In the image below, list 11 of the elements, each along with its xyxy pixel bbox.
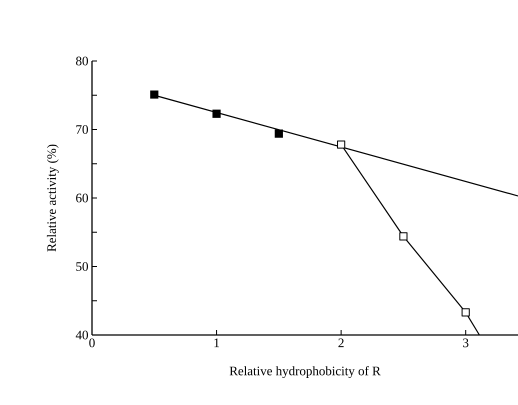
y-tick-label: 70 — [76, 125, 88, 134]
x-tick-label: 0 — [89, 338, 95, 348]
y-axis-title: Relative activity (%) — [46, 144, 59, 252]
x-tick-label: 2 — [338, 338, 344, 348]
x-tick-label: 1 — [214, 338, 220, 348]
y-tick-label: 50 — [76, 262, 88, 271]
x-tick-label: 3 — [463, 338, 468, 348]
x-axis-title: Relative hydrophobicity of R — [230, 366, 381, 378]
y-tick-label: 60 — [76, 194, 88, 202]
y-tick-label: 40 — [76, 330, 88, 340]
y-tick-label: 80 — [76, 56, 88, 66]
